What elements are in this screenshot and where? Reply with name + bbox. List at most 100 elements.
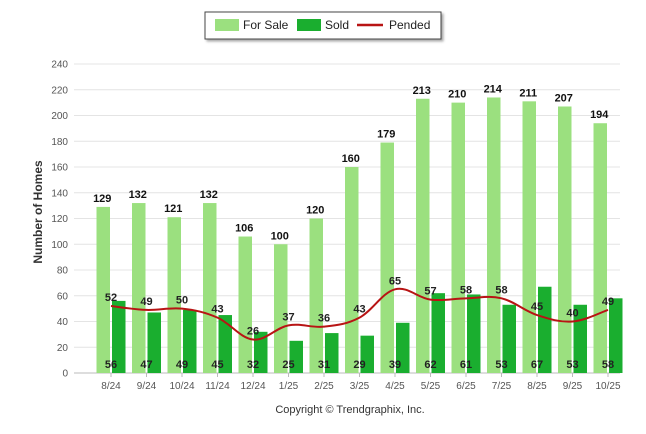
data-label-for-sale: 207	[555, 92, 573, 104]
x-tick-label: 10/25	[595, 381, 620, 392]
bar-for-sale	[487, 97, 501, 373]
data-label-for-sale: 132	[129, 189, 147, 201]
data-label-pended: 52	[105, 292, 117, 304]
data-label-pended: 58	[495, 284, 507, 296]
bar-sold	[360, 335, 374, 373]
data-label-pended: 36	[318, 313, 330, 325]
bar-sold	[609, 298, 623, 373]
data-label-pended: 49	[140, 296, 152, 308]
legend-swatch-for-sale	[215, 19, 239, 31]
data-label-pended: 57	[424, 286, 436, 298]
bar-for-sale	[416, 98, 430, 373]
legend: For Sale Sold Pended	[204, 11, 442, 40]
x-axis-ticks: 8/24 9/24 10/24 11/24 12/24 1/25 2/25 3/25 4/25 5…	[101, 373, 621, 392]
bar-for-sale	[309, 218, 323, 373]
x-tick-label: 11/24	[205, 381, 230, 392]
bar-for-sale	[558, 106, 572, 374]
y-tick-label: 220	[51, 85, 68, 96]
legend-item-for-sale: For Sale	[215, 18, 289, 32]
data-label-sold: 25	[282, 359, 294, 371]
bar-for-sale	[274, 244, 288, 373]
data-label-sold: 67	[531, 359, 543, 371]
bar-sold	[502, 304, 516, 373]
x-tick-label: 3/25	[350, 381, 370, 392]
data-label-sold: 45	[211, 359, 223, 371]
data-label-for-sale: 214	[484, 83, 503, 95]
bar-sold	[396, 322, 410, 373]
data-label-pended: 50	[176, 295, 188, 307]
x-tick-label: 7/25	[492, 381, 512, 392]
data-label-sold: 31	[318, 359, 330, 371]
data-label-sold: 39	[389, 359, 401, 371]
data-label-sold: 58	[602, 359, 614, 371]
bar-sold	[183, 309, 197, 373]
data-label-pended: 58	[460, 284, 472, 296]
bar-for-sale	[132, 203, 146, 373]
x-tick-label: 8/24	[101, 381, 121, 392]
data-label-pended: 26	[247, 326, 259, 338]
x-tick-label: 10/24	[169, 381, 194, 392]
bar-sold	[112, 300, 126, 373]
data-label-pended: 45	[531, 301, 543, 313]
y-tick-label: 40	[57, 317, 69, 328]
bar-for-sale	[345, 167, 359, 373]
bar-sold	[218, 315, 232, 373]
copyright-text: Copyright © Trendgraphix, Inc.	[275, 404, 424, 416]
bar-for-sale	[593, 123, 607, 373]
bars	[96, 97, 623, 374]
pended-line	[110, 287, 609, 341]
x-tick-label: 9/25	[563, 381, 583, 392]
y-tick-label: 20	[57, 343, 69, 354]
legend-item-pended: Pended	[357, 18, 430, 32]
data-label-for-sale: 160	[342, 153, 360, 165]
x-tick-label: 6/25	[456, 381, 476, 392]
data-label-pended: 65	[389, 275, 401, 287]
bar-sold	[325, 333, 339, 373]
legend-box	[204, 11, 442, 40]
data-label-pended: 43	[353, 304, 365, 316]
data-label-for-sale: 129	[93, 193, 111, 205]
data-label-for-sale: 210	[448, 89, 466, 101]
data-label-sold: 56	[105, 359, 117, 371]
data-label-sold: 61	[460, 359, 472, 371]
y-tick-label: 160	[51, 163, 68, 174]
data-label-pended: 40	[566, 308, 578, 320]
x-tick-label: 8/25	[527, 381, 547, 392]
y-tick-label: 240	[51, 60, 68, 71]
data-label-for-sale: 194	[590, 109, 609, 121]
bar-for-sale	[203, 203, 217, 373]
data-label-for-sale: 132	[200, 189, 218, 201]
bar-sold	[431, 293, 445, 373]
data-label-sold: 53	[495, 359, 507, 371]
data-label-sold: 47	[140, 359, 152, 371]
y-tick-label: 80	[57, 266, 69, 277]
bar-for-sale	[96, 206, 110, 373]
y-tick-label: 180	[51, 137, 68, 148]
bar-sold	[289, 340, 303, 373]
x-tick-label: 5/25	[421, 381, 441, 392]
data-label-pended: 37	[282, 311, 294, 323]
bar-for-sale	[380, 142, 394, 373]
data-label-sold: 49	[176, 359, 188, 371]
y-tick-label: 100	[51, 240, 68, 251]
y-tick-label: 60	[57, 291, 69, 302]
y-tick-label: 140	[51, 188, 68, 199]
legend-item-sold: Sold	[297, 18, 349, 32]
data-label-sold: 62	[424, 359, 436, 371]
data-label-pended: 43	[211, 304, 223, 316]
y-tick-label: 120	[51, 214, 68, 225]
y-axis-ticks: 0 20 40 60 80 100 120 140 160 180 200 220 240	[51, 60, 68, 380]
data-label-for-sale: 120	[306, 205, 324, 217]
data-label-for-sale: 179	[377, 129, 395, 141]
legend-swatch-sold	[297, 19, 321, 31]
bar-for-sale	[238, 236, 252, 373]
y-tick-label: 200	[51, 111, 68, 122]
bar-for-sale	[522, 101, 536, 374]
pended-line-layer	[110, 287, 609, 341]
x-tick-label: 12/24	[240, 381, 265, 392]
bar-sold	[467, 294, 481, 373]
data-label-for-sale: 100	[271, 230, 289, 242]
x-tick-label: 2/25	[314, 381, 334, 392]
